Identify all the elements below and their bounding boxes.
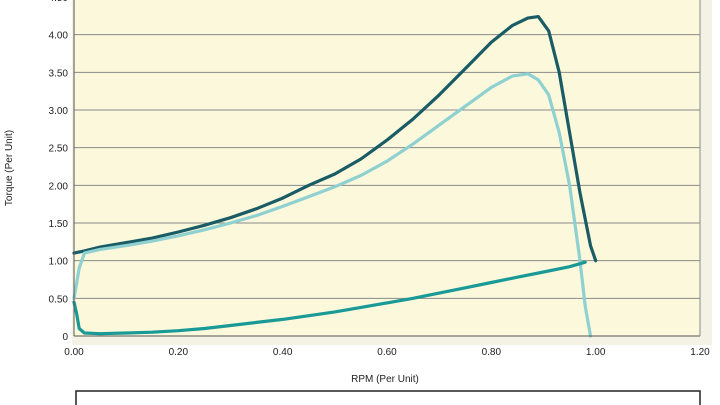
x-tick-label-0: 0.00 [64,347,84,358]
x-tick-label-1: 0.20 [169,347,189,358]
series-line-1 [72,15,598,263]
y-tick-label-1: 0.50 [49,294,69,305]
y-axis-title: Torque (Per Unit) [4,130,15,206]
y-tick-label-3: 1.50 [49,219,69,230]
plot-area [74,0,700,336]
y-tick-label-8: 4.00 [49,31,69,42]
tick-labels: 0 0.50 1.00 1.50 2.00 2.50 3.00 3.50 4.00 4.50 0.0… [49,0,711,358]
series-group [72,15,598,338]
axes [73,0,701,337]
x-tick-label-2: 0.40 [273,347,293,358]
legend-box [75,390,701,405]
grid-lines [74,34,700,299]
x-tick-label-4: 0.80 [482,347,502,358]
x-tick-label-6: 1.20 [690,347,710,358]
series-line-3 [72,260,587,336]
x-tick-label-5: 1.00 [586,347,606,358]
y-tick-label-9: 4.50 [49,0,69,4]
y-tick-label-4: 2.00 [49,181,69,192]
y-tick-label-0: 0 [62,332,68,343]
y-tick-label-5: 2.50 [49,144,69,155]
y-tick-label-7: 3.50 [49,68,69,79]
y-tick-label-2: 1.00 [49,257,69,268]
series-line-2 [72,72,593,338]
x-axis-title: RPM (Per Unit) [351,374,419,385]
x-tick-label-3: 0.60 [377,347,397,358]
y-tick-label-6: 3.00 [49,106,69,117]
